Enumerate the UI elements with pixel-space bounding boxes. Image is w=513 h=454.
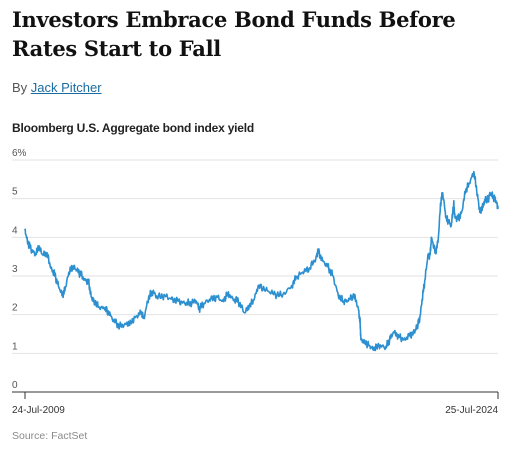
yield-line-chart: 0 1 2 3 4 5 6% 24-Jul-2009 25-Jul-2024 xyxy=(12,148,499,416)
y-tick-label: 6% xyxy=(12,148,27,159)
y-tick-label: 3 xyxy=(12,264,18,275)
x-tick-label-start: 24-Jul-2009 xyxy=(12,405,65,416)
chart-source: Source: FactSet xyxy=(12,430,88,442)
byline-prefix: By xyxy=(12,80,28,95)
x-tick-label-end: 25-Jul-2024 xyxy=(445,405,498,416)
y-tick-label: 0 xyxy=(12,380,18,391)
y-tick-label: 2 xyxy=(12,303,18,314)
series-line-yield xyxy=(24,170,499,352)
byline: By Jack Pitcher xyxy=(12,80,102,95)
article-headline: Investors Embrace Bond Funds Before Rate… xyxy=(12,7,456,61)
y-tick-label: 5 xyxy=(12,187,18,198)
author-link[interactable]: Jack Pitcher xyxy=(30,80,102,95)
chart-title: Bloomberg U.S. Aggregate bond index yiel… xyxy=(12,121,255,135)
y-tick-label: 4 xyxy=(12,225,18,236)
y-tick-label: 1 xyxy=(12,341,18,352)
